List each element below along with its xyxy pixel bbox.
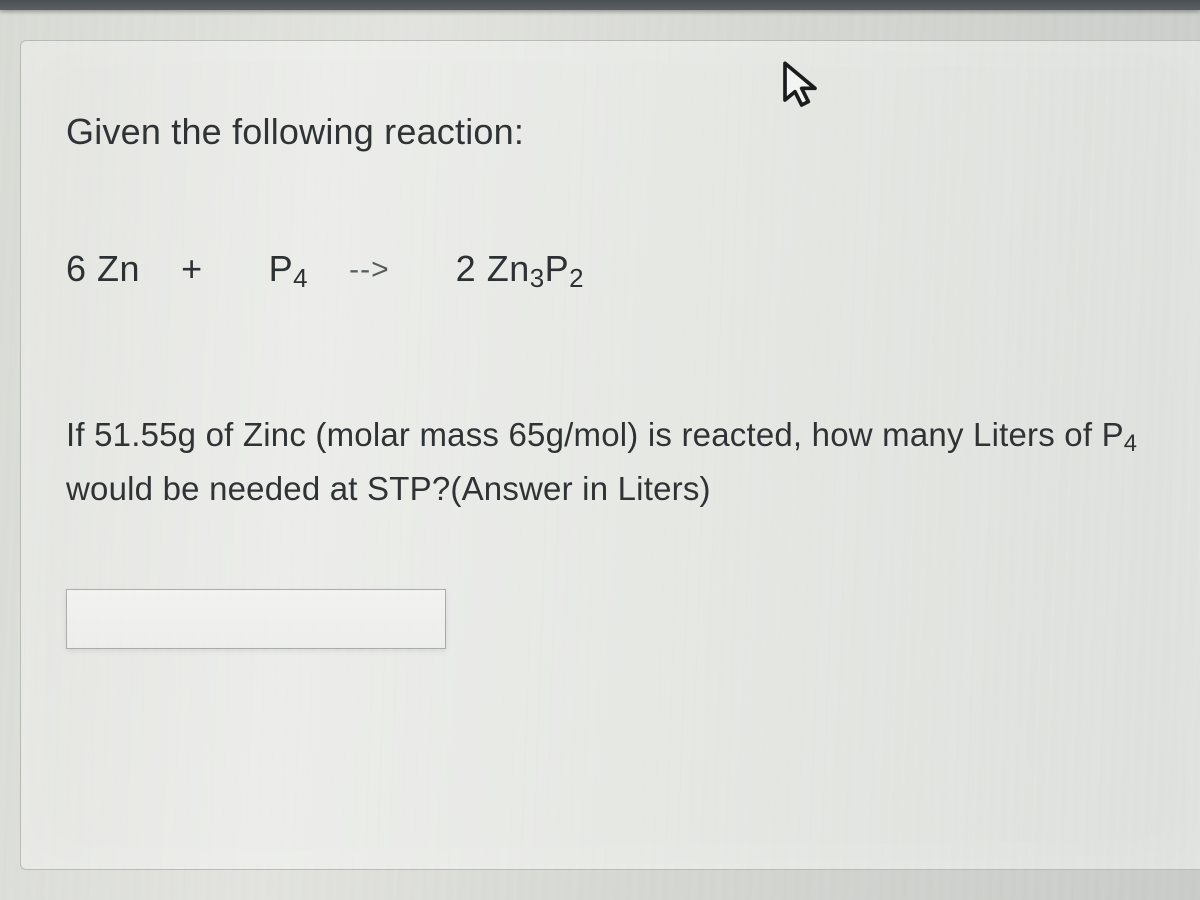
reactant1-coeff: 6 (66, 248, 87, 290)
plus-sign: + (181, 248, 203, 290)
product: Zn3P2 (487, 248, 584, 294)
product-sub2: 2 (569, 265, 584, 293)
reactant2-sub: 4 (293, 265, 308, 293)
product-sub1: 3 (530, 265, 545, 293)
product-coeff: 2 (456, 248, 477, 290)
reactant1: Zn (97, 248, 140, 290)
chemical-equation: 6 Zn + P4 --> 2 Zn3P2 (66, 248, 1170, 294)
question-line1: If 51.55g of Zinc (molar mass 65g/mol) i… (66, 416, 1124, 453)
question-card: Given the following reaction: 6 Zn + P4 … (20, 40, 1200, 870)
product-base1: Zn (487, 248, 530, 289)
question-intro: Given the following reaction: (66, 111, 1170, 153)
cursor-icon (780, 60, 820, 110)
product-base2: P (545, 248, 570, 289)
question-text: If 51.55g of Zinc (molar mass 65g/mol) i… (66, 409, 1170, 514)
question-line2: would be needed at STP?(Answer in Liters… (66, 470, 711, 507)
answer-input[interactable] (66, 589, 446, 649)
reaction-arrow: --> (349, 253, 390, 287)
question-line1-sub: 4 (1124, 430, 1137, 457)
window-top-edge (0, 0, 1200, 10)
reactant2-base: P (269, 248, 294, 289)
reactant2: P4 (269, 248, 308, 294)
